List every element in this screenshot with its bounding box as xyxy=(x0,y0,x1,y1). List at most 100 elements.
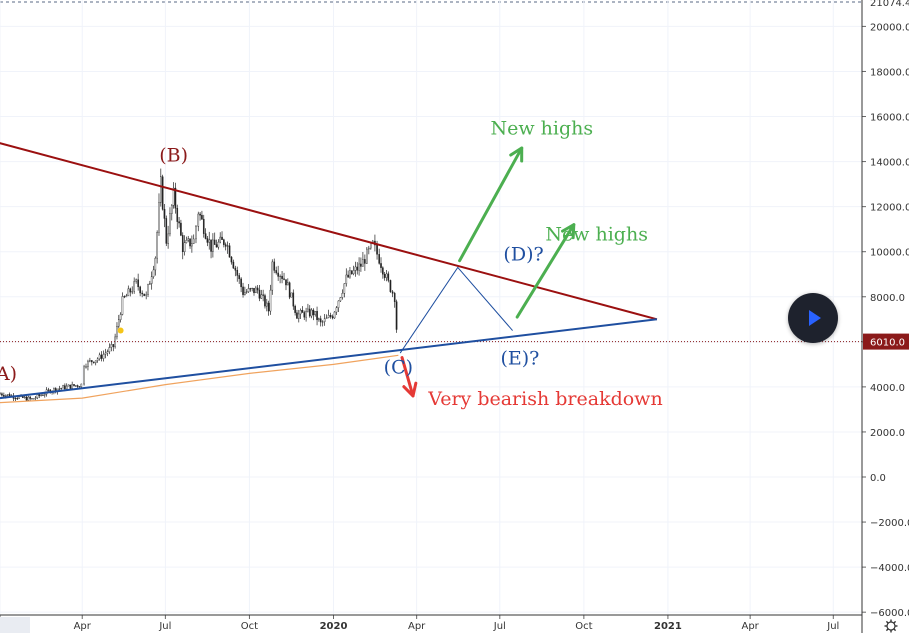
candle-body xyxy=(23,396,26,398)
price-tick-label: 2000.0 xyxy=(870,428,905,439)
candle-body xyxy=(180,222,182,236)
candles xyxy=(0,168,398,402)
candle-body xyxy=(143,293,145,296)
candle-body xyxy=(147,284,149,295)
candle-body xyxy=(249,288,252,290)
label-new-highs-2: New highs xyxy=(545,223,648,245)
arrow-breakdown-head xyxy=(402,381,418,398)
candle-body xyxy=(25,396,28,401)
candle-body xyxy=(349,270,351,278)
candle-body xyxy=(4,394,7,397)
candle-body xyxy=(33,398,35,400)
candle-body xyxy=(185,240,188,243)
candle-body xyxy=(380,263,382,268)
candle-body xyxy=(69,384,72,389)
candle-body xyxy=(255,287,257,294)
candle-body xyxy=(187,238,190,241)
candle-body xyxy=(98,354,101,360)
candle-body xyxy=(223,239,225,245)
trendline-lower xyxy=(0,318,658,400)
play-icon xyxy=(809,310,821,326)
candle-body xyxy=(204,233,207,239)
price-tick-label: 16000.0 xyxy=(870,113,909,124)
candle-body xyxy=(271,261,274,291)
candle-body xyxy=(47,389,50,391)
candle-body xyxy=(362,259,364,267)
candle-body xyxy=(76,385,79,387)
arrow-new-highs-1-head xyxy=(509,146,524,163)
candle-body xyxy=(156,232,158,259)
candle-body xyxy=(283,278,285,280)
candle-body xyxy=(178,221,180,224)
price-tick-label: 0.0 xyxy=(870,473,886,484)
candle-body xyxy=(43,393,46,396)
time-tick-label: 2020 xyxy=(320,621,348,632)
candle-body xyxy=(288,282,291,298)
candle-body xyxy=(174,187,177,209)
candle-body xyxy=(281,275,283,279)
candle-body xyxy=(219,236,222,243)
candle-body xyxy=(75,385,77,387)
candle-body xyxy=(38,394,41,396)
candle-body xyxy=(333,311,336,319)
candle-body xyxy=(14,398,17,400)
settings-icon[interactable] xyxy=(884,619,898,633)
candle-body xyxy=(279,275,281,277)
candle-body xyxy=(212,239,214,252)
candle-body xyxy=(206,238,209,243)
candle-body xyxy=(150,276,153,284)
label-b: (B) xyxy=(159,145,188,167)
candle-body xyxy=(253,287,255,294)
current-price-label: 6010.0 xyxy=(870,338,905,349)
candle-body xyxy=(301,309,304,313)
candle-body xyxy=(325,317,328,319)
candle-body xyxy=(141,292,143,295)
time-tick-label: Oct xyxy=(575,621,592,632)
time-tick-label: Apr xyxy=(408,621,426,632)
drawings xyxy=(0,142,862,404)
candle-body xyxy=(71,384,73,389)
play-button[interactable] xyxy=(788,293,838,343)
candle-body xyxy=(78,386,81,388)
candle-body xyxy=(42,394,44,396)
candle-body xyxy=(267,302,270,312)
trendline-upper xyxy=(0,142,658,321)
candle-body xyxy=(316,311,318,321)
price-tick-label: −6000.0 xyxy=(870,608,909,619)
candle-body xyxy=(376,244,378,255)
candle-body xyxy=(106,351,109,354)
candle-body xyxy=(116,326,118,338)
candle-body xyxy=(352,270,355,275)
candle-body xyxy=(318,318,320,321)
candle-body xyxy=(224,244,227,247)
price-tick-label: −4000.0 xyxy=(870,563,909,574)
candle-body xyxy=(358,263,360,271)
arrow-new-highs-2-head xyxy=(561,223,576,240)
candle-body xyxy=(343,283,346,294)
time-axis[interactable]: n '19AprJulOct2020AprJulOct2021AprJul xyxy=(0,614,862,633)
candle-body xyxy=(40,394,42,396)
candle-body xyxy=(215,244,218,248)
chart-grid xyxy=(0,0,862,615)
candle-body xyxy=(308,308,311,317)
candle-body xyxy=(303,312,306,318)
label-e: (E)? xyxy=(500,347,539,369)
candle-body xyxy=(201,215,203,220)
candle-body xyxy=(329,315,332,317)
price-top-label: 21074.4 xyxy=(870,0,909,9)
price-tick-label: 10000.0 xyxy=(870,248,909,259)
candle-body xyxy=(89,360,91,362)
candle-body xyxy=(378,254,380,264)
candle-body xyxy=(131,291,134,293)
candle-body xyxy=(244,292,246,295)
abc-wave xyxy=(399,266,513,354)
candle-body xyxy=(327,315,330,318)
candle-body xyxy=(91,360,93,363)
candle-body xyxy=(354,266,357,271)
candle-body xyxy=(172,187,175,206)
time-tick-label: Oct xyxy=(241,621,258,632)
price-axis[interactable]: 20000.0 18000.0 16000.0 14000.0 12000.0 10000… xyxy=(861,0,909,633)
arrow-new-highs-2-shaft xyxy=(515,223,576,319)
candle-body xyxy=(387,273,390,281)
